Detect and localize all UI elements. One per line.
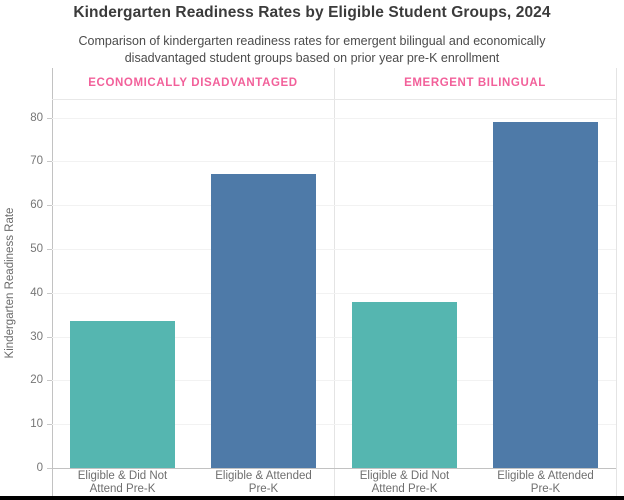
gridline	[52, 161, 616, 163]
chart-title: Kindergarten Readiness Rates by Eligible…	[73, 4, 551, 21]
bottom-border	[0, 496, 624, 500]
y-tick-label: 0	[36, 462, 43, 474]
y-tick-mark	[47, 117, 52, 119]
y-tick-mark	[47, 205, 52, 207]
x-axis-label: Eligible & Did Not Attend Pre-K	[359, 470, 450, 495]
plot-right-border	[616, 68, 617, 496]
gridline	[52, 117, 616, 119]
chart-subtitle-line-2: disadvantaged student groups based on pr…	[124, 50, 500, 65]
panel-header: EMERGENT BILINGUAL	[404, 77, 546, 89]
x-axis-label: Eligible & Attended Pre-K	[497, 470, 594, 495]
y-tick-label: 60	[30, 199, 43, 212]
gridline	[52, 424, 616, 426]
header-divider-line	[52, 99, 616, 100]
chart-subtitle: Comparison of kindergarten readiness rat…	[0, 33, 624, 66]
bar	[352, 301, 457, 468]
bar	[211, 174, 316, 468]
gridline	[52, 205, 616, 207]
bar	[493, 121, 598, 468]
x-axis-label: Eligible & Attended Pre-K	[215, 470, 312, 495]
panel-divider-line	[334, 68, 335, 496]
y-axis-line	[52, 68, 53, 496]
y-tick-label: 30	[30, 330, 43, 343]
x-axis-label: Eligible & Did Not Attend Pre-K	[77, 470, 168, 495]
y-tick-mark	[47, 468, 52, 469]
y-tick-mark	[47, 248, 52, 250]
gridline	[52, 292, 616, 294]
bar	[70, 321, 175, 468]
chart-subtitle-line-1: Comparison of kindergarten readiness rat…	[78, 34, 546, 48]
y-tick-mark	[47, 336, 52, 338]
y-tick-label: 80	[30, 111, 43, 124]
y-tick-label: 20	[30, 374, 43, 387]
gridline	[52, 380, 616, 382]
gridline	[52, 248, 616, 250]
y-tick-label: 10	[30, 418, 43, 431]
panel-header: ECONOMICALLY DISADVANTAGED	[88, 77, 298, 89]
y-tick-label: 70	[30, 155, 43, 168]
y-tick-label: 40	[30, 286, 43, 299]
y-tick-mark	[47, 424, 52, 426]
y-tick-mark	[47, 161, 52, 163]
gridline	[52, 336, 616, 338]
y-tick-label: 50	[30, 242, 43, 255]
y-tick-mark	[47, 292, 52, 294]
y-tick-mark	[47, 380, 52, 382]
x-axis-line	[52, 468, 616, 469]
